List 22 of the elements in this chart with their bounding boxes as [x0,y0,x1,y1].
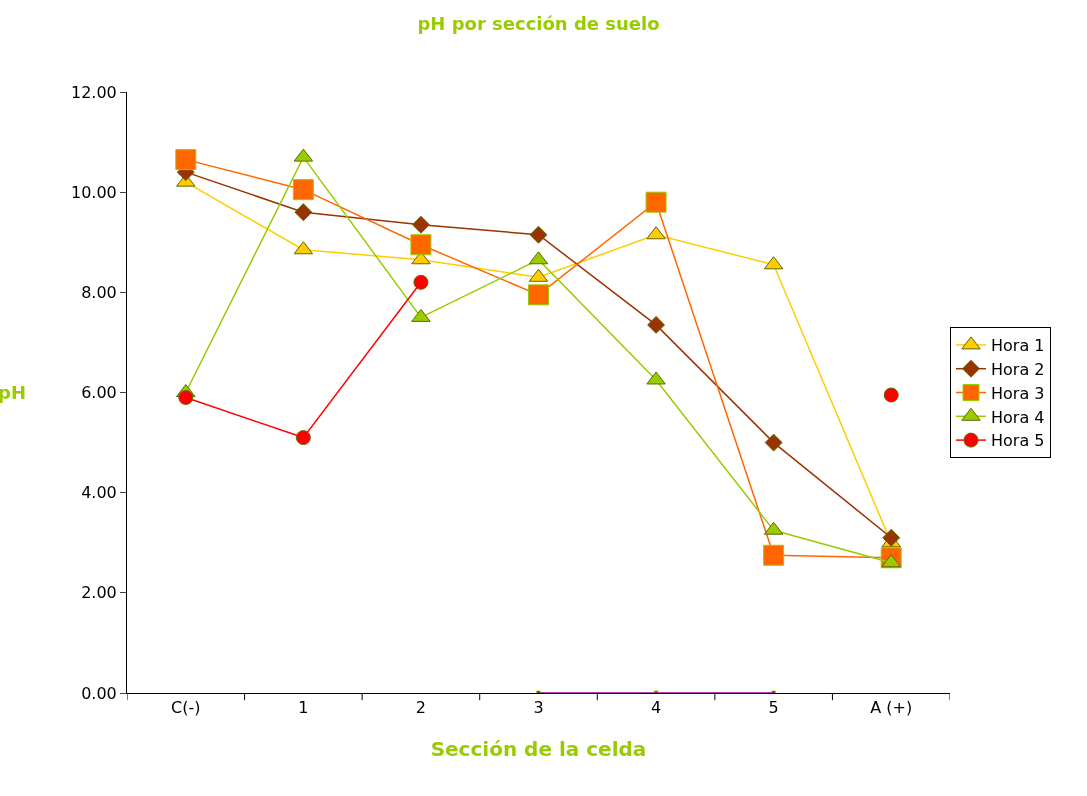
x-tick-label: A (+) [870,698,913,718]
y-tick-label: 2.00 [81,583,117,603]
x-tick-label: 2 [415,698,427,718]
x-axis-title: Sección de la celda [430,736,647,761]
legend-label: Hora 4 [991,407,1045,427]
legend-label: Hora 1 [991,336,1045,356]
chart-title: pH por sección de suelo [417,13,660,35]
y-tick-label: 0.00 [81,683,117,703]
y-tick-label: 10.00 [70,182,117,202]
x-tick-label: 5 [768,698,779,718]
y-tick-label: 8.00 [81,282,117,302]
x-tick-label: C(-) [171,698,201,718]
legend-label: Hora 2 [991,359,1045,379]
y-tick-label: 12.00 [70,82,117,102]
y-tick-label: 6.00 [81,383,117,403]
legend-label: Hora 3 [991,383,1045,403]
legend-label: Hora 5 [991,431,1045,451]
y-axis-title: pH [0,382,26,403]
x-tick-label: 3 [533,698,544,718]
y-tick-label: 4.00 [81,483,117,503]
x-tick-label: 4 [650,698,662,718]
x-tick-label: 1 [298,698,309,718]
